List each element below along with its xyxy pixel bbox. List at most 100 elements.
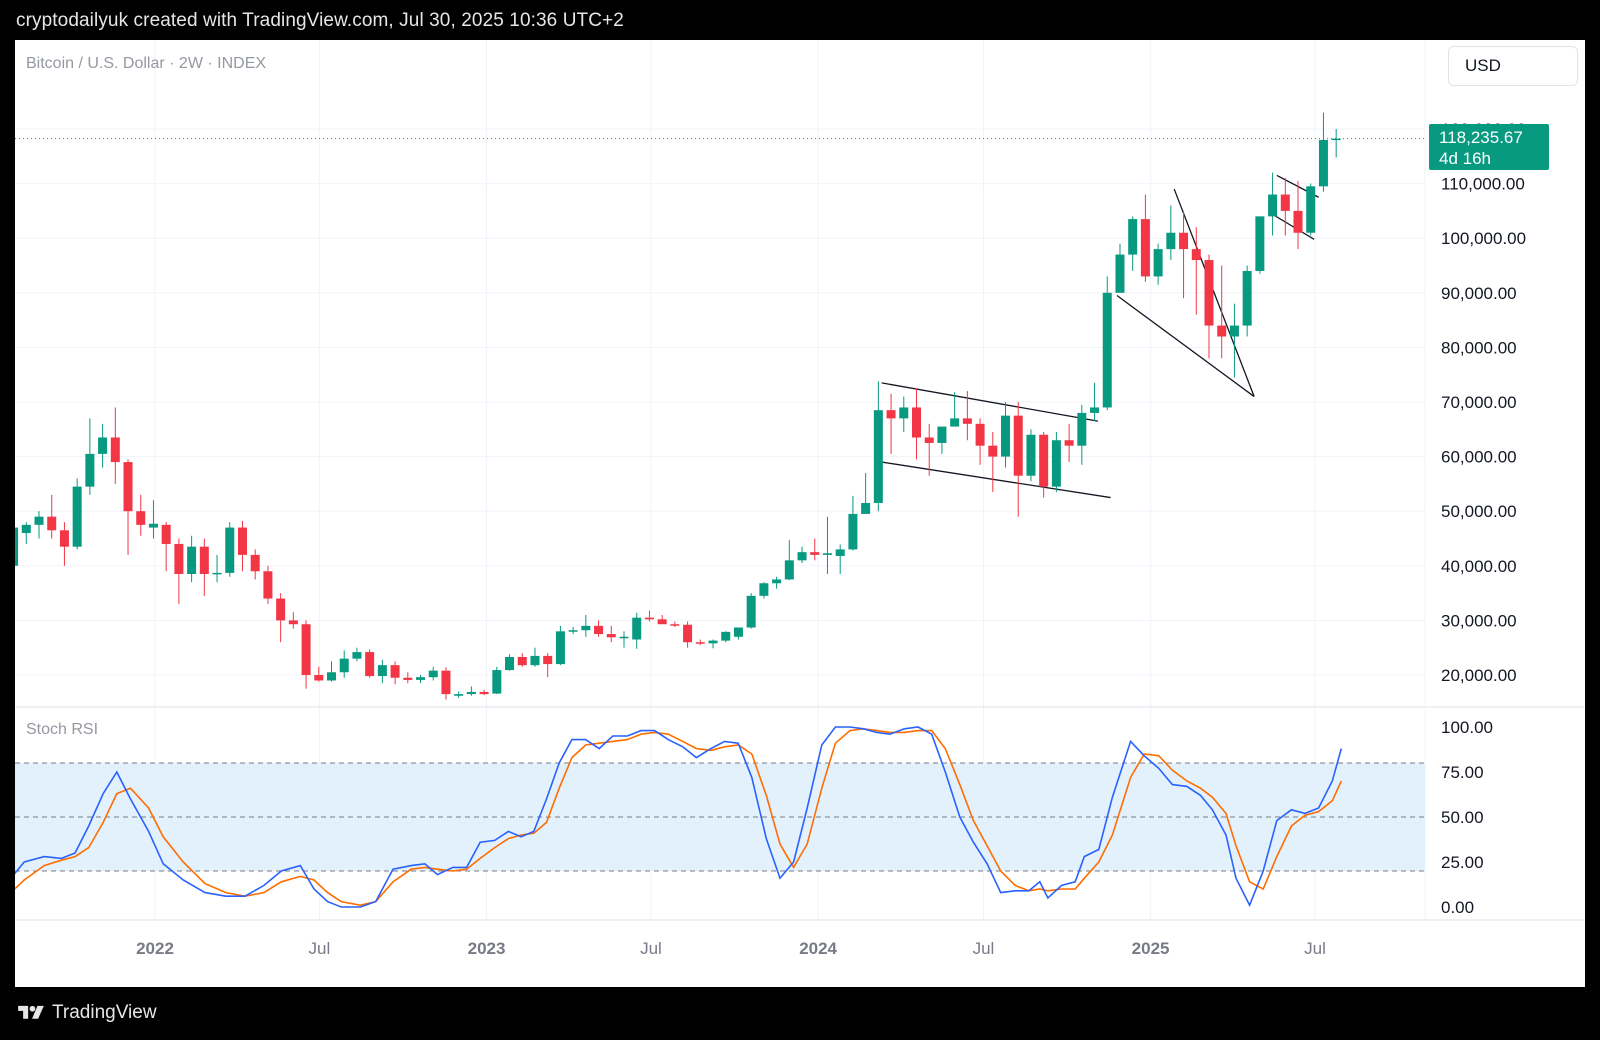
candle-body (1039, 434, 1049, 487)
stoch-k-line (15, 726, 1343, 908)
candle-body (517, 656, 527, 666)
candle (327, 661, 337, 682)
time-tick-label: Jul (309, 939, 331, 958)
candle (85, 418, 95, 495)
candle-body (72, 486, 82, 547)
candle (174, 538, 184, 605)
candle (733, 627, 743, 640)
candle-body (1013, 415, 1023, 476)
candle (1255, 216, 1265, 274)
candle-body (1293, 210, 1303, 233)
candle (822, 516, 832, 574)
candle (644, 610, 654, 622)
candle (390, 661, 400, 685)
candle (1051, 432, 1061, 493)
candle (517, 653, 527, 667)
candle (530, 647, 540, 667)
candle (1140, 194, 1150, 282)
candle-body (327, 672, 337, 681)
candle-body (1077, 412, 1087, 446)
candle-body (1191, 249, 1201, 261)
candle-body (530, 655, 540, 666)
candle-body (15, 527, 19, 566)
candle (148, 500, 158, 539)
candle (861, 472, 871, 514)
stoch-tick-label: 0.00 (1441, 898, 1474, 917)
candle (797, 546, 807, 564)
price-chart-svg[interactable]: 20,000.00 30,000.00 40,000.00 50,000.00 60,0… (15, 40, 1585, 987)
candle (873, 381, 883, 512)
candle (479, 689, 489, 696)
time-tick-label: 2025 (1132, 939, 1170, 958)
candle-body (746, 595, 756, 628)
candle-body (148, 523, 158, 528)
candle-body (708, 640, 718, 644)
candle-body (581, 625, 591, 631)
price-tick-label: 40,000.00 (1441, 557, 1517, 576)
candle (1128, 216, 1138, 271)
candle (314, 666, 324, 682)
candle-body (288, 620, 298, 625)
chart-panel[interactable]: 20,000.00 30,000.00 40,000.00 50,000.00 60,0… (15, 40, 1585, 987)
candle (1026, 429, 1036, 482)
candle (1077, 404, 1087, 465)
candle-body (441, 670, 451, 695)
candle (950, 392, 960, 427)
candle-body (1331, 138, 1341, 141)
candle (21, 522, 31, 544)
candle (606, 625, 616, 643)
candle (581, 614, 591, 637)
candle-body (377, 665, 387, 677)
candle-body (797, 552, 807, 561)
candle (72, 478, 82, 550)
time-tick-label: Jul (1304, 939, 1326, 958)
candle-body (568, 630, 578, 632)
candle-body (937, 426, 947, 443)
candle (784, 540, 794, 580)
candle (721, 631, 731, 643)
chart-title: Bitcoin / U.S. Dollar · 2W · INDEX (26, 55, 266, 72)
candle (250, 549, 260, 580)
candle (1229, 303, 1239, 378)
candle-body (21, 524, 31, 534)
candle (1306, 183, 1316, 236)
candle-body (911, 407, 921, 438)
candle (110, 407, 120, 484)
candle-body (1128, 219, 1138, 255)
candle (911, 388, 921, 460)
candle (187, 535, 197, 583)
candle-body (1318, 139, 1328, 187)
price-tick-label: 60,000.00 (1441, 448, 1517, 467)
candle-body (835, 549, 845, 556)
candle-body (1026, 434, 1036, 476)
stoch-axis: 0.00 25.00 50.00 75.00 100.00 (1441, 718, 1493, 917)
candle (1318, 112, 1328, 192)
candle-body (403, 677, 413, 680)
candle-body (1229, 325, 1239, 337)
candle (1242, 265, 1252, 337)
tradingview-logo-icon (18, 1005, 44, 1019)
brand-name: TradingView (52, 1002, 157, 1023)
candle-body (123, 462, 133, 512)
candle-body (1204, 260, 1214, 326)
currency-selector-button[interactable]: USD (1448, 46, 1578, 86)
candle-body (606, 634, 616, 638)
candle-body (962, 418, 972, 424)
candle-body (34, 516, 44, 525)
candle-body (1051, 440, 1061, 487)
candle-body (314, 675, 324, 681)
candle-body (784, 560, 794, 580)
candle-body (644, 617, 654, 620)
candle (632, 612, 642, 649)
candle (899, 396, 909, 433)
candle-body (161, 524, 171, 544)
candle-body (822, 553, 832, 555)
candle-body (670, 624, 680, 626)
candle-body (873, 410, 883, 504)
candle (975, 418, 985, 465)
footer-brand: TradingView (16, 1002, 157, 1024)
candle (835, 544, 845, 574)
candle (683, 621, 693, 648)
candle (454, 691, 464, 698)
candle-body (1153, 249, 1163, 277)
